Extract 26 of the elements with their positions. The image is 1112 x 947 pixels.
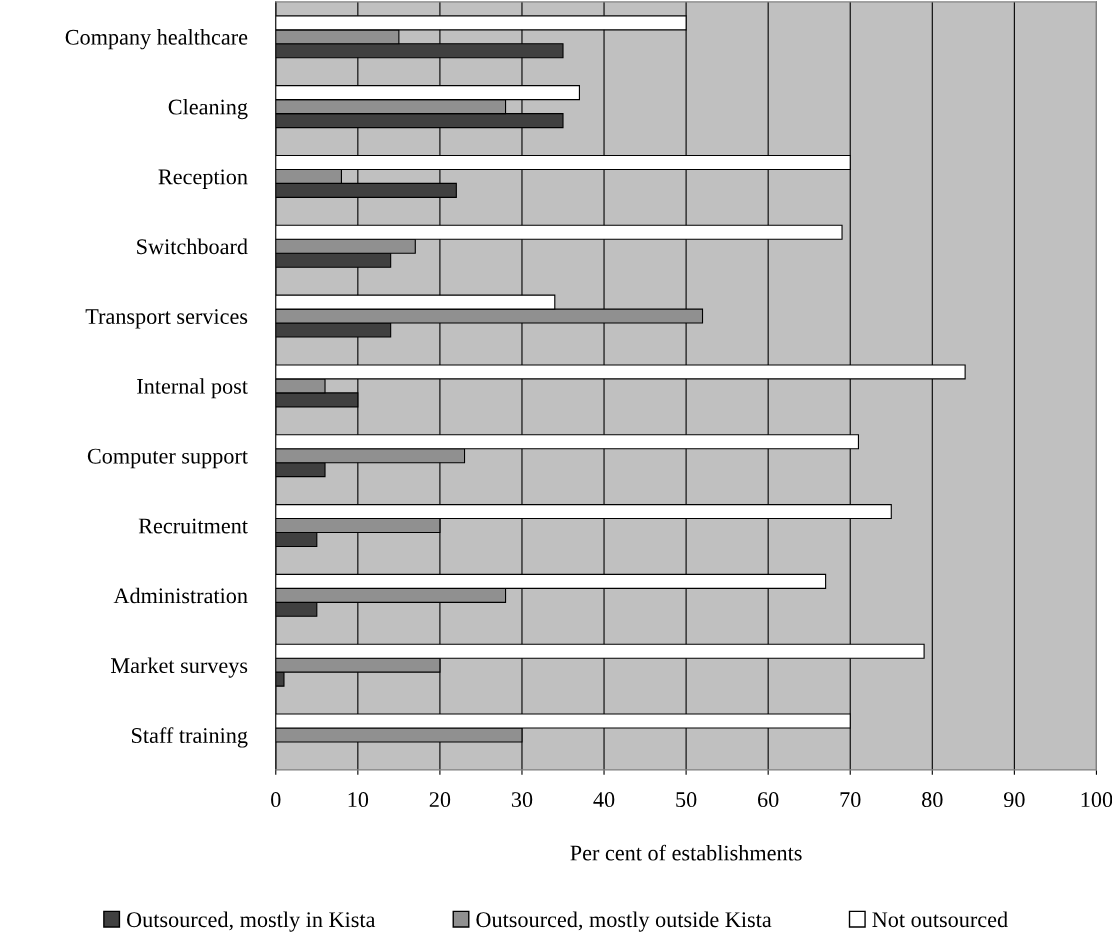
y-tick-label: Company healthcare (65, 29, 248, 50)
x-tick-label: 10 (348, 792, 369, 808)
legend-label: Outsourced, mostly outside Kista (476, 911, 772, 932)
x-tick-label: 100 (1081, 792, 1112, 808)
x-tick-label: 50 (676, 792, 697, 808)
legend-label: Outsourced, mostly in Kista (127, 911, 376, 932)
x-tick-label: 90 (1003, 792, 1025, 808)
y-tick-label: Internal post (137, 378, 248, 399)
y-tick-label: Staff training (132, 727, 248, 748)
x-tick-label: 30 (511, 792, 533, 808)
y-tick-label: Reception (158, 169, 248, 189)
y-tick-label: Computer support (87, 448, 248, 469)
x-tick-label: 70 (840, 792, 861, 808)
y-tick-label: Cleaning (168, 98, 248, 120)
y-tick-label: Transport services (85, 309, 248, 329)
x-tick-label: 80 (922, 792, 943, 808)
x-tick-label: 0 (271, 792, 281, 808)
y-tick-label: Market surveys (111, 657, 248, 678)
y-tick-label: Recruitment (138, 518, 248, 534)
x-tick-label: 40 (593, 792, 615, 808)
legend-label: Not outsourced (872, 911, 1008, 928)
y-tick-label: Administration (113, 587, 248, 604)
x-tick-label: 20 (429, 792, 451, 808)
x-tick-label: 60 (758, 792, 779, 808)
x-axis-title: Per cent of establishments (570, 844, 802, 861)
y-tick-label: Switchboard (137, 238, 248, 255)
